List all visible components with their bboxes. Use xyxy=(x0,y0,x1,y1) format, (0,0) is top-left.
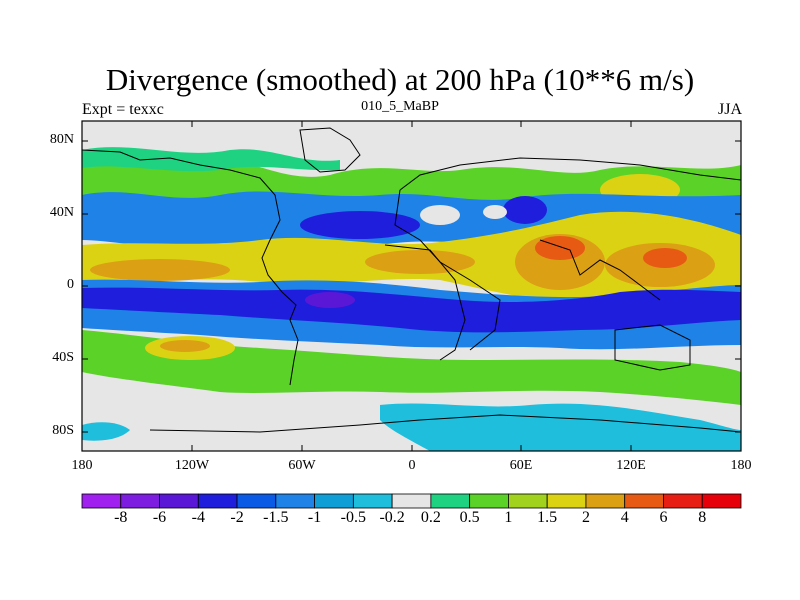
north-america-coast xyxy=(82,149,299,386)
tropical-max xyxy=(535,236,585,260)
season-label: JJA xyxy=(717,101,742,118)
colorbar-label: -2 xyxy=(230,509,244,526)
colorbar-swatch xyxy=(81,493,122,509)
colorbar-swatch xyxy=(624,493,664,509)
colorbar-swatch xyxy=(585,493,626,509)
colorbar-label: -6 xyxy=(152,509,167,526)
divergence-field xyxy=(82,121,741,451)
lon-tick-180w: 180 xyxy=(71,458,93,473)
colorbar-label: 0.2 xyxy=(420,509,441,526)
greenland-coast xyxy=(299,127,361,173)
nh-positive-band-light xyxy=(82,147,340,172)
colorbar-swatch xyxy=(275,493,315,509)
sh-positive-band xyxy=(82,330,741,405)
colorbar-label: 0.5 xyxy=(459,509,480,526)
lon-tick-60e: 60E xyxy=(509,458,533,473)
lon-tick-180e: 180 xyxy=(730,458,752,473)
colorbar-label: -0.5 xyxy=(340,509,366,526)
lat-tick-80s: 80S xyxy=(52,423,74,438)
colorbar-label: -8 xyxy=(114,509,128,526)
lon-tick-60w: 60W xyxy=(288,458,316,473)
colorbar xyxy=(81,493,742,509)
colorbar-label: 6 xyxy=(659,509,668,526)
australia-coast xyxy=(614,324,691,371)
colorbar-swatch xyxy=(663,493,703,509)
europe-asia-coast xyxy=(394,157,741,351)
lon-tick-0: 0 xyxy=(408,458,416,473)
colorbar-swatch xyxy=(701,493,742,509)
colorbar-label: -0.2 xyxy=(379,509,405,526)
sh-positive-cell xyxy=(160,340,210,352)
nh-negative-core xyxy=(503,196,547,224)
colorbar-swatch xyxy=(430,493,471,509)
tropical-positive-core xyxy=(365,250,475,274)
experiment-label: Expt = texxc xyxy=(82,101,164,118)
colorbar-swatch xyxy=(159,493,199,509)
coastlines xyxy=(82,127,741,433)
africa-coast xyxy=(384,244,466,361)
colorbar-label: 1.5 xyxy=(537,509,558,526)
sh-negative-band xyxy=(380,403,741,451)
tropical-positive-core xyxy=(90,259,230,281)
lon-tick-120w: 120W xyxy=(174,458,210,473)
colorbar-label: -4 xyxy=(191,509,205,526)
colorbar-swatch xyxy=(314,493,354,509)
nh-neutral-gap xyxy=(483,205,507,219)
nh-neutral-gap xyxy=(420,205,460,225)
south-asia-coast xyxy=(539,239,661,301)
axis-ticks xyxy=(82,121,741,451)
colorbar-label: -1.5 xyxy=(263,509,289,526)
colorbar-swatch xyxy=(352,493,393,509)
lat-tick-80n: 80N xyxy=(49,132,74,147)
colorbar-label: 1 xyxy=(504,509,513,526)
colorbar-swatch xyxy=(120,493,160,509)
lat-tick-0: 0 xyxy=(67,277,74,292)
colorbar-swatch xyxy=(508,493,548,509)
colorbar-swatch xyxy=(236,493,277,509)
sh-negative-band-west xyxy=(82,422,130,441)
lat-tick-40n: 40N xyxy=(49,205,74,220)
colorbar-label: 8 xyxy=(698,509,707,526)
colorbar-swatch xyxy=(197,493,238,509)
equatorial-min xyxy=(305,292,355,308)
plot-title: Divergence (smoothed) at 200 hPa (10**6 … xyxy=(105,62,695,97)
nh-negative-core xyxy=(300,211,420,239)
colorbar-label: -1 xyxy=(307,509,322,526)
colorbar-label: 2 xyxy=(581,509,590,526)
equatorial-negative-core xyxy=(82,287,741,333)
lat-tick-40s: 40S xyxy=(52,350,74,365)
run-label: 010_5_MaBP xyxy=(361,99,439,114)
antarctica-coast xyxy=(149,414,741,433)
colorbar-swatch xyxy=(469,493,509,509)
colorbar-swatch xyxy=(391,493,432,509)
colorbar-label: 4 xyxy=(620,509,629,526)
colorbar-swatch xyxy=(546,493,587,509)
lon-tick-120e: 120E xyxy=(616,458,646,473)
tropical-max xyxy=(643,248,687,268)
